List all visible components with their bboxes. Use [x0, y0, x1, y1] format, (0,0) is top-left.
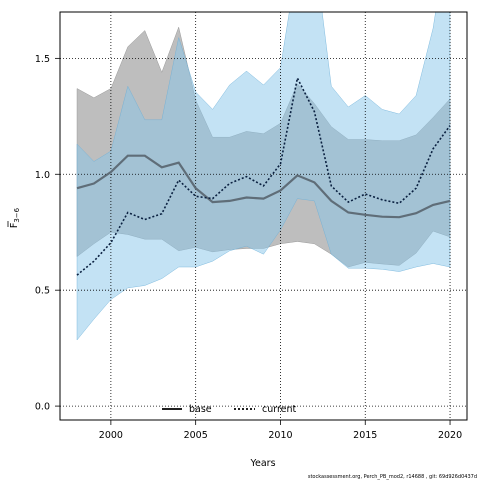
y-axis-title-main: F [9, 223, 20, 228]
x-tick-label-2000: 2000 [99, 430, 123, 441]
series-line-base [76, 154, 451, 219]
y-axis-title-sub: 3−6 [13, 207, 21, 222]
y-axis-title: F3−6 [7, 207, 21, 228]
legend: base current [162, 404, 297, 415]
y-tick-label-2: 1.0 [35, 170, 50, 181]
y-tick-label-3: 1.5 [35, 54, 50, 65]
series-line-current [76, 75, 451, 276]
legend-label-base: base [189, 404, 212, 415]
x-tick-label-2015: 2015 [353, 430, 377, 441]
confidence-bands [76, 12, 451, 341]
x-tick-label-2010: 2010 [268, 430, 292, 441]
plot-frame [59, 11, 468, 421]
svg-text:F3−6: F3−6 [9, 207, 21, 228]
x-tick-label-2020: 2020 [438, 430, 462, 441]
grid [60, 12, 467, 420]
legend-label-current: current [262, 404, 297, 415]
x-axis: 2000 2005 2010 2015 2020 [99, 420, 462, 441]
y-tick-label-1: 0.5 [35, 286, 50, 297]
y-axis: 0.0 0.5 1.0 1.5 [35, 54, 60, 413]
series-lines [76, 75, 451, 276]
x-tick-label-2005: 2005 [184, 430, 208, 441]
footer-note: stockassessment.org, Perch_PB_mod2, r146… [308, 474, 477, 480]
x-axis-title: Years [249, 458, 275, 469]
y-tick-label-0: 0.0 [35, 402, 50, 413]
